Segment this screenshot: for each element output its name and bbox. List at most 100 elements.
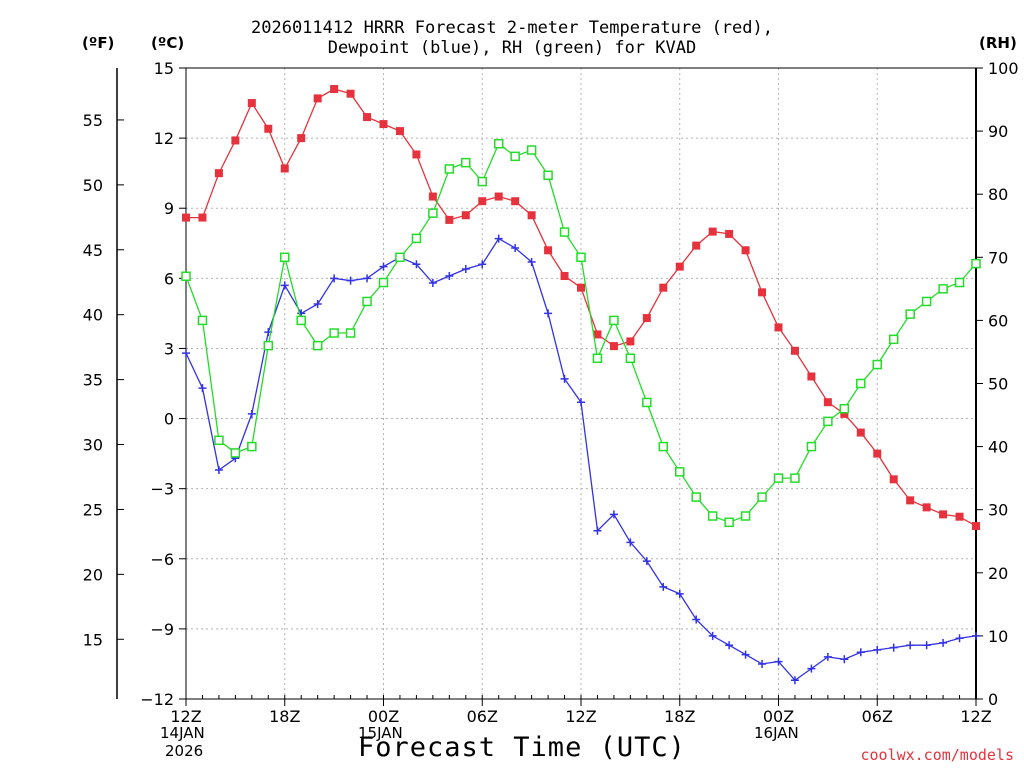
relative-humidity-point — [839, 403, 850, 414]
chart-title-line-2: Dewpoint (blue), RH (green) for KVAD — [327, 38, 697, 58]
dewpoint-point — [939, 638, 948, 647]
temperature-point — [758, 288, 767, 297]
relative-humidity-point — [296, 315, 306, 326]
x-axis-title: Forecast Time (UTC) — [358, 732, 686, 763]
dewpoint-point — [313, 300, 322, 309]
x-tick-label: 12Z — [565, 707, 596, 726]
relative-humidity-point — [559, 227, 570, 237]
temperature-point — [527, 211, 536, 220]
dewpoint-point — [461, 264, 470, 273]
dewpoint-point — [198, 384, 207, 393]
temperature-point — [346, 89, 355, 98]
relative-humidity-point — [872, 359, 882, 370]
relative-humidity-point — [642, 397, 652, 408]
relative-humidity-point — [543, 170, 553, 181]
relative-humidity-point — [263, 340, 274, 351]
relative-humidity-point — [230, 448, 241, 458]
relative-humidity-point — [280, 252, 290, 263]
fahrenheit-tick-label: 40 — [83, 306, 103, 325]
temperature-point — [313, 94, 322, 103]
temperature-point — [577, 283, 585, 292]
relative-humidity-point — [658, 441, 669, 452]
rh-tick-label: 20 — [988, 564, 1008, 583]
relative-humidity-point — [461, 157, 471, 168]
dewpoint-point — [758, 659, 767, 668]
rh-tick-label: 90 — [988, 122, 1008, 141]
rh-tick-label: 50 — [988, 375, 1008, 394]
temperature-point — [708, 227, 717, 236]
relative-humidity-point — [345, 328, 356, 338]
temperature-point — [774, 323, 783, 332]
relative-humidity-point — [856, 378, 866, 389]
rh-tick-label: 30 — [988, 501, 1008, 520]
temperature-point — [856, 428, 865, 437]
temperature-point — [593, 330, 602, 339]
start-year-label: 2026 — [165, 742, 204, 760]
temperature-point — [922, 503, 931, 512]
grid-layer — [186, 68, 976, 699]
relative-humidity-point — [312, 340, 323, 351]
x-tick-label: 12Z — [960, 707, 991, 726]
dewpoint-point — [626, 538, 635, 547]
relative-humidity-point — [214, 435, 224, 446]
temperature-point — [412, 150, 421, 159]
celsius-axis-label: (ºC) — [151, 34, 185, 52]
fahrenheit-tick-label: 50 — [83, 176, 103, 195]
dewpoint-point — [593, 526, 602, 535]
temperature-point — [823, 398, 832, 407]
relative-humidity-point — [477, 176, 487, 187]
dewpoint-point — [708, 631, 717, 640]
temperature-point — [626, 337, 635, 346]
rh-tick-label: 0 — [988, 690, 998, 709]
dewpoint-point — [478, 260, 487, 269]
relative-humidity-point — [247, 441, 257, 452]
temperature-point — [642, 314, 651, 323]
relative-humidity-point — [526, 145, 537, 155]
temperature-point — [725, 229, 734, 238]
relative-humidity-point — [675, 467, 685, 477]
rh-tick-label: 10 — [988, 627, 1008, 646]
relative-humidity-point — [740, 511, 751, 521]
temperature-point — [214, 169, 223, 178]
fahrenheit-axis-label: (ºF) — [82, 34, 115, 52]
temperature-point — [659, 283, 668, 292]
celsius-tick-label: 15 — [154, 59, 174, 78]
dewpoint-point — [511, 243, 520, 252]
dewpoint-point — [445, 271, 454, 280]
relative-humidity-point — [954, 277, 965, 288]
dewpoint-point — [363, 274, 372, 283]
temperature-point — [494, 192, 503, 201]
dewpoint-point — [412, 260, 421, 269]
celsius-tick-label: −6 — [150, 550, 174, 569]
dewpoint-point — [642, 557, 651, 566]
temperature-point — [675, 262, 684, 271]
dewpoint-point — [823, 652, 832, 661]
day2-label: 15JAN — [358, 724, 403, 742]
temperature-point — [790, 346, 799, 355]
temperature-point — [231, 136, 240, 145]
relative-humidity-point — [395, 252, 405, 263]
dewpoint-point — [428, 279, 437, 288]
temperature-point — [264, 124, 273, 133]
celsius-tick-label: −9 — [150, 620, 174, 639]
relative-humidity-point — [625, 353, 636, 364]
relative-humidity-point — [938, 284, 948, 294]
x-tick-label: 18Z — [664, 707, 695, 726]
dewpoint-point — [214, 465, 223, 474]
dewpoint-point — [873, 645, 882, 654]
temperature-point — [478, 197, 487, 206]
fahrenheit-tick-label: 55 — [83, 111, 103, 130]
x-tick-label: 06Z — [862, 707, 893, 726]
dewpoint-point — [955, 634, 964, 643]
temperature-point — [395, 127, 404, 136]
dewpoint-point — [330, 274, 339, 283]
celsius-tick-label: 3 — [164, 339, 174, 358]
rh-tick-label: 70 — [988, 248, 1008, 267]
rh-axis-label: (RH) — [979, 34, 1017, 52]
relative-humidity-point — [411, 233, 422, 244]
dewpoint-point — [247, 409, 256, 418]
temperature-point — [889, 475, 898, 484]
temperature-point — [297, 134, 306, 143]
dewpoint-point — [840, 655, 849, 664]
temperature-point — [873, 449, 882, 458]
